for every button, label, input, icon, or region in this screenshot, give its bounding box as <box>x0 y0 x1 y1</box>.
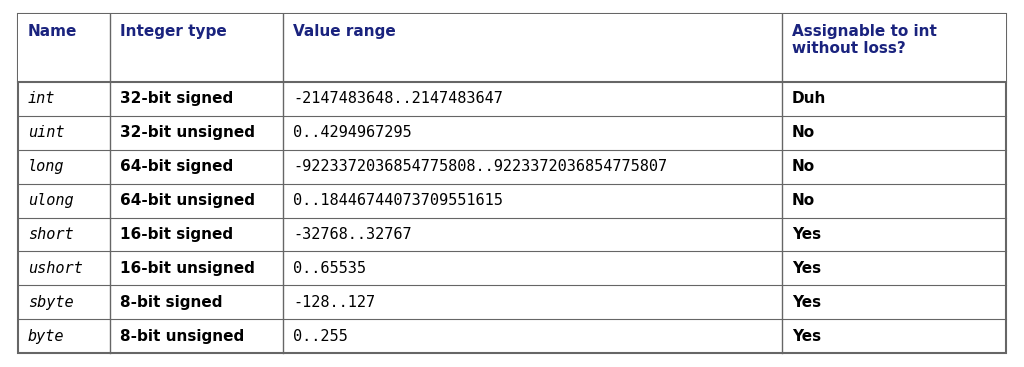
Text: ulong: ulong <box>28 193 74 208</box>
Text: short: short <box>28 227 74 242</box>
Text: 16-bit unsigned: 16-bit unsigned <box>120 261 255 276</box>
Text: sbyte: sbyte <box>28 295 74 310</box>
Text: -128..127: -128..127 <box>293 295 375 310</box>
Text: 8-bit signed: 8-bit signed <box>120 295 222 310</box>
Text: Yes: Yes <box>792 261 821 276</box>
Text: 16-bit signed: 16-bit signed <box>120 227 233 242</box>
Text: 8-bit unsigned: 8-bit unsigned <box>120 328 245 344</box>
Text: 32-bit unsigned: 32-bit unsigned <box>120 125 255 140</box>
Text: int: int <box>28 91 55 106</box>
Text: 64-bit signed: 64-bit signed <box>120 159 233 174</box>
Text: -9223372036854775808..9223372036854775807: -9223372036854775808..922337203685477580… <box>293 159 667 174</box>
Text: -32768..32767: -32768..32767 <box>293 227 412 242</box>
Text: 0..255: 0..255 <box>293 328 348 344</box>
Text: Duh: Duh <box>792 91 826 106</box>
Text: No: No <box>792 125 815 140</box>
Text: 0..18446744073709551615: 0..18446744073709551615 <box>293 193 503 208</box>
Text: -2147483648..2147483647: -2147483648..2147483647 <box>293 91 503 106</box>
Text: Value range: Value range <box>293 24 395 39</box>
Text: long: long <box>28 159 65 174</box>
Text: ushort: ushort <box>28 261 83 276</box>
Text: Yes: Yes <box>792 328 821 344</box>
Text: uint: uint <box>28 125 65 140</box>
Text: Name: Name <box>28 24 78 39</box>
Text: byte: byte <box>28 328 65 344</box>
Text: Assignable to int
without loss?: Assignable to int without loss? <box>792 24 937 57</box>
Text: No: No <box>792 193 815 208</box>
Text: Yes: Yes <box>792 227 821 242</box>
Text: Integer type: Integer type <box>120 24 226 39</box>
Text: 64-bit unsigned: 64-bit unsigned <box>120 193 255 208</box>
Bar <box>18 14 1006 82</box>
Text: 32-bit signed: 32-bit signed <box>120 91 233 106</box>
Text: 0..65535: 0..65535 <box>293 261 366 276</box>
Text: 0..4294967295: 0..4294967295 <box>293 125 412 140</box>
Text: No: No <box>792 159 815 174</box>
Text: Yes: Yes <box>792 295 821 310</box>
